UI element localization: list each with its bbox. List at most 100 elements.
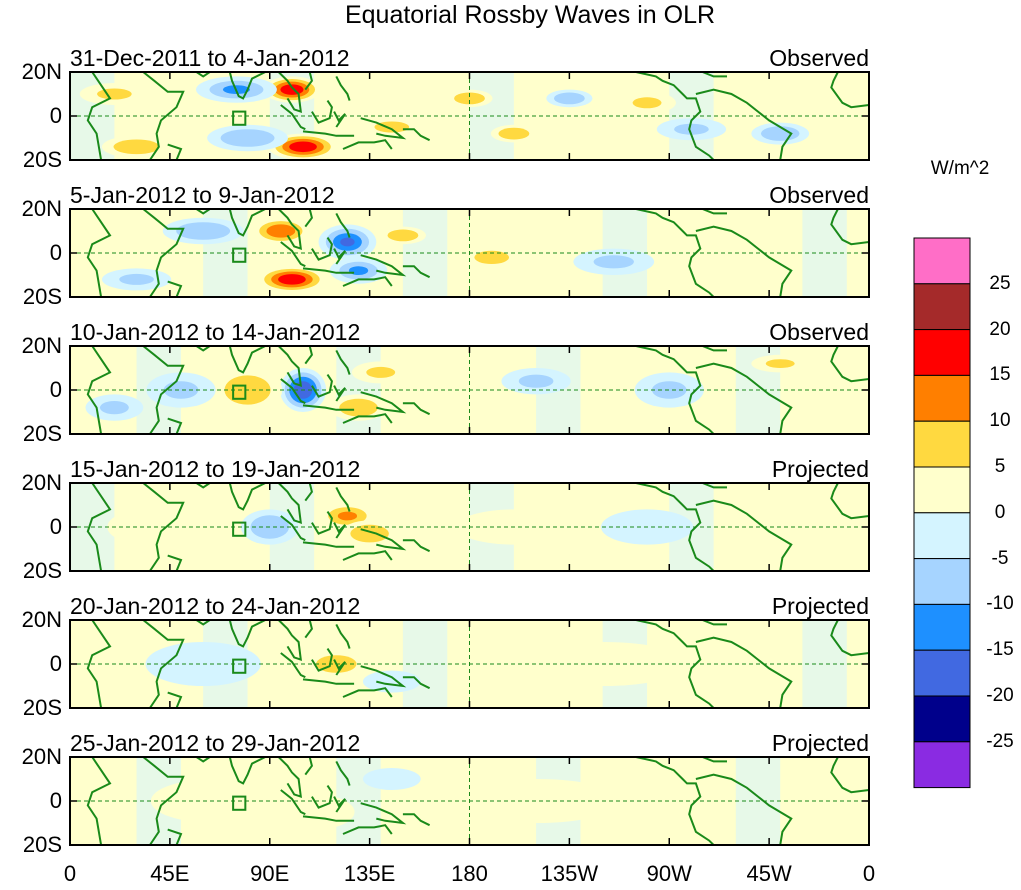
coastline xyxy=(302,404,355,411)
colorbar-swatch xyxy=(913,237,971,285)
x-tick-label: 45W xyxy=(746,861,792,886)
coastline xyxy=(70,72,112,160)
coastline xyxy=(635,620,715,708)
coastline xyxy=(228,209,266,237)
anomaly-contour xyxy=(695,224,777,247)
coastline xyxy=(311,785,333,809)
coastline xyxy=(360,391,407,414)
anomaly-contour xyxy=(374,121,410,133)
coastline xyxy=(360,254,407,277)
coastline xyxy=(342,276,393,287)
panel-period-label: 20-Jan-2012 to 24-Jan-2012 xyxy=(70,593,361,619)
coastline xyxy=(635,483,715,571)
colorbar-level-label: -20 xyxy=(986,685,1014,706)
y-tick-label: 20S xyxy=(22,147,62,172)
anomaly-band xyxy=(536,209,581,297)
chart-title: Equatorial Rossby Waves in OLR xyxy=(344,1,716,29)
colorbar-level-label: -10 xyxy=(986,593,1014,615)
x-tick-label: 135W xyxy=(540,861,599,886)
coastline xyxy=(342,139,393,150)
anomaly-band xyxy=(802,620,847,708)
coastline xyxy=(311,100,333,124)
colorbar-units: W/m^2 xyxy=(930,158,990,179)
colorbar-level-label: 20 xyxy=(989,318,1011,340)
coastline xyxy=(195,346,212,352)
box-marker xyxy=(232,110,247,126)
coastline xyxy=(277,620,302,662)
coastline xyxy=(673,209,727,215)
coastline xyxy=(302,541,355,548)
anomaly-band xyxy=(802,483,847,571)
coastline xyxy=(360,802,407,825)
colorbar-level-label: 5 xyxy=(994,456,1006,477)
y-tick-label: 20S xyxy=(22,558,62,583)
coastline xyxy=(70,346,112,434)
anomaly-contour xyxy=(220,129,275,147)
anomaly-band xyxy=(802,72,847,160)
coastline xyxy=(280,515,306,542)
y-tick-label: 20S xyxy=(22,695,62,720)
panel-period-label: 5-Jan-2012 to 9-Jan-2012 xyxy=(70,182,335,208)
coastline xyxy=(142,209,185,297)
colorbar-level-label: -25 xyxy=(986,730,1014,752)
anomaly-contour xyxy=(674,123,709,135)
colorbar-level-label: -15 xyxy=(986,639,1014,661)
panel-period-label: 31-Dec-2011 to 4-Jan-2012 xyxy=(70,45,350,71)
coastline xyxy=(635,209,715,297)
anomaly-contour xyxy=(278,274,306,285)
coastline xyxy=(167,280,183,297)
anomaly-contour xyxy=(632,97,662,109)
colorbar-swatch xyxy=(913,420,971,468)
colorbar-level-label: 0 xyxy=(994,501,1006,523)
panel-1 xyxy=(70,72,869,160)
coastline xyxy=(673,346,727,352)
coastline xyxy=(673,72,727,78)
box-marker xyxy=(232,658,247,674)
coastline xyxy=(830,72,869,109)
colorbar-swatch xyxy=(913,329,971,376)
colorbar-swatch xyxy=(913,695,971,743)
coastline xyxy=(277,757,302,799)
coastline xyxy=(402,676,431,690)
panel-3 xyxy=(70,346,869,434)
coastline xyxy=(142,72,185,160)
coastline xyxy=(142,757,185,845)
panel-period-label: 15-Jan-2012 to 19-Jan-2012 xyxy=(70,456,361,482)
anomaly-contour xyxy=(366,366,396,378)
coastline xyxy=(360,528,407,551)
coastline xyxy=(304,757,313,776)
coastline xyxy=(228,620,266,648)
colorbar-swatch xyxy=(913,283,971,331)
coastline xyxy=(70,620,112,708)
anomaly-contour xyxy=(474,250,510,264)
x-tick-label: 0 xyxy=(63,861,77,886)
coastline xyxy=(167,554,183,571)
y-tick-label: 0 xyxy=(49,651,62,676)
anomaly-contour xyxy=(518,374,554,388)
coastline xyxy=(195,757,212,763)
y-tick-label: 20N xyxy=(21,607,62,632)
coastline xyxy=(335,486,351,512)
x-tick-label: 45E xyxy=(150,861,190,886)
y-tick-label: 0 xyxy=(49,240,62,265)
coastline xyxy=(280,104,306,131)
coastline xyxy=(167,417,183,434)
panel-5 xyxy=(70,620,869,708)
y-tick-label: 20N xyxy=(21,333,62,358)
coastline xyxy=(302,815,355,822)
y-tick-label: 20N xyxy=(21,196,62,221)
anomaly-band xyxy=(402,72,448,160)
coastline xyxy=(335,212,351,238)
y-tick-label: 20S xyxy=(22,832,62,857)
coastline xyxy=(635,72,715,160)
coastline xyxy=(635,346,715,434)
anomaly-contour xyxy=(593,255,634,269)
coastline xyxy=(142,346,185,434)
coastline xyxy=(335,760,351,786)
anomaly-band xyxy=(802,209,847,297)
colorbar-level-label: 10 xyxy=(989,410,1011,432)
colorbar-swatch xyxy=(913,512,971,560)
coastline xyxy=(280,652,306,679)
anomaly-contour xyxy=(119,273,154,285)
